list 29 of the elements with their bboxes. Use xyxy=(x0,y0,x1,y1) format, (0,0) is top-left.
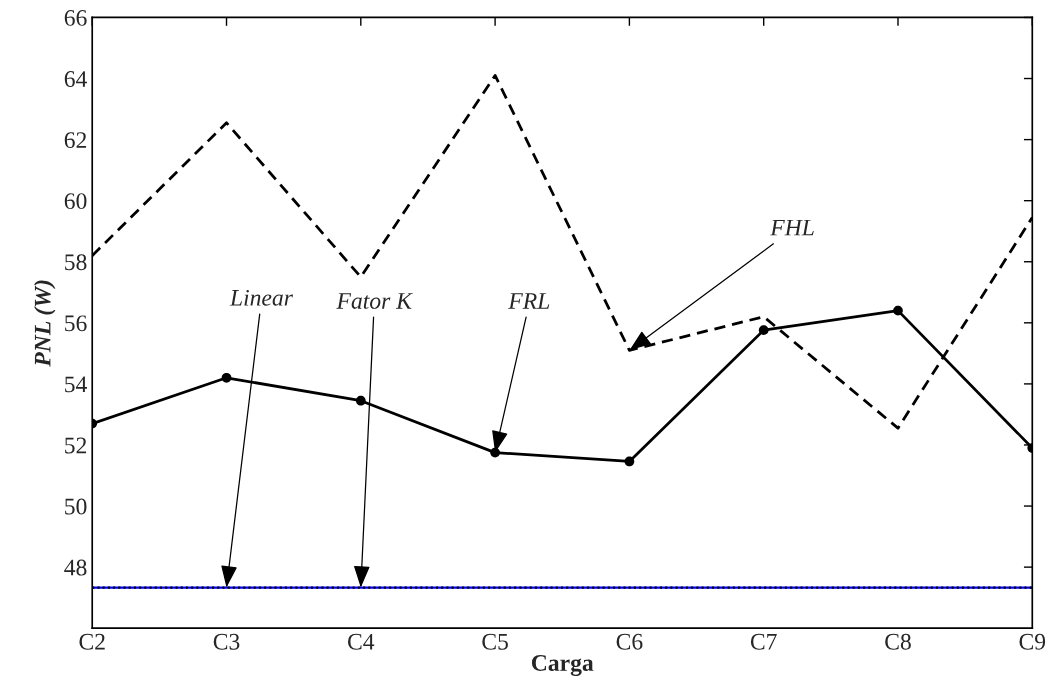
point xyxy=(893,305,903,316)
x-axis-title: Carga xyxy=(531,655,594,676)
x-tick-label: C6 xyxy=(616,633,643,650)
y-tick-label: 64 xyxy=(64,71,87,87)
y-tick-label: 60 xyxy=(64,193,87,210)
y-tick-label: 48 xyxy=(64,559,87,576)
x-tick-label: C7 xyxy=(750,633,777,650)
point xyxy=(355,395,366,406)
x-tick-label: C5 xyxy=(482,633,508,650)
annotation: Linear xyxy=(229,289,293,306)
x-tick-label: C4 xyxy=(348,633,375,650)
y-tick-label: 56 xyxy=(65,315,87,332)
annotation: Fator K xyxy=(336,293,413,309)
x-tick-label: C2 xyxy=(79,633,105,650)
x-tick-label: C3 xyxy=(213,633,240,650)
y-tick-label: 52 xyxy=(65,437,87,454)
y-axis-title: PNL (W) xyxy=(34,280,56,367)
point xyxy=(624,456,635,467)
y-tick-label: 54 xyxy=(65,376,87,393)
y-tick-label: 50 xyxy=(65,498,87,515)
y-tick-label: 62 xyxy=(64,132,87,149)
y-tick-label: 58 xyxy=(65,254,87,271)
x-tick-label: C9 xyxy=(1019,633,1046,650)
annotation: FRL xyxy=(508,293,550,309)
x-tick-label: C8 xyxy=(885,633,911,650)
y-tick-label: 66 xyxy=(64,10,87,26)
annotation: FHL xyxy=(770,219,814,236)
point xyxy=(758,325,769,336)
point xyxy=(221,372,232,383)
